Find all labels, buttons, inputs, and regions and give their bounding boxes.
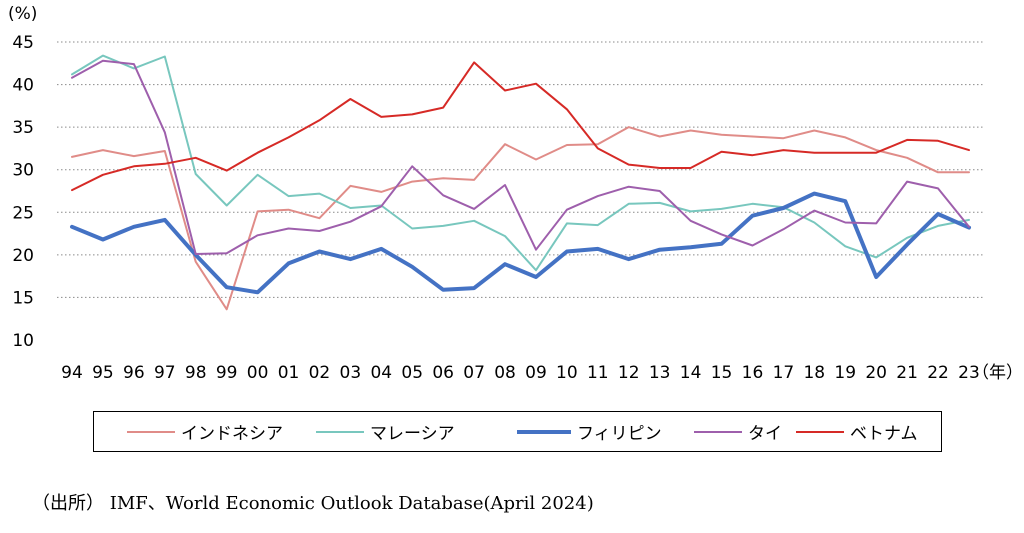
x-axis-ticks: 94 95 96 97 98 99 00 01 02 03 04 05 06 07 08 09 10 11 12 13… xyxy=(61,363,980,383)
series-line-philippines xyxy=(70,191,971,295)
legend-item-thailand: タイ xyxy=(694,412,782,451)
y-tick-label: 15 xyxy=(12,288,34,308)
y-tick-label: 25 xyxy=(12,203,34,223)
legend-swatch-thailand xyxy=(694,430,742,433)
source-note: （出所） IMF、World Economic Outlook Database… xyxy=(32,493,594,514)
legend-item-philippines: フィリピン xyxy=(517,412,662,451)
legend-label-vietnam: ベトナム xyxy=(850,424,918,444)
legend-label-thailand: タイ xyxy=(748,424,782,444)
x-tick-label: 19 xyxy=(834,363,856,383)
legend-item-malaysia: マレーシア xyxy=(316,412,455,451)
x-tick-label: 09 xyxy=(525,363,547,383)
x-tick-label: 10 xyxy=(556,363,578,383)
x-tick-label: 98 xyxy=(185,363,207,383)
legend-swatch-philippines xyxy=(517,429,571,434)
x-tick-label: 99 xyxy=(216,363,238,383)
x-tick-label: 13 xyxy=(649,363,671,383)
y-tick-label: 20 xyxy=(12,246,34,266)
legend-swatch-malaysia xyxy=(316,430,364,433)
x-tick-label: 21 xyxy=(896,363,918,383)
y-tick-label: 35 xyxy=(12,118,34,138)
series-lines xyxy=(70,54,971,311)
legend-swatch-indonesia xyxy=(127,430,175,433)
legend-item-vietnam: ベトナム xyxy=(796,412,918,451)
legend-swatch-vietnam xyxy=(796,430,844,433)
legend-label-philippines: フィリピン xyxy=(577,424,662,444)
x-tick-label: 23 xyxy=(958,363,980,383)
x-tick-label: 01 xyxy=(278,363,300,383)
x-axis-unit: （年） xyxy=(972,363,1023,383)
y-tick-label: 10 xyxy=(12,331,34,351)
series-line-indonesia xyxy=(71,126,970,311)
y-axis-ticks: 10 15 20 25 30 35 40 45 xyxy=(12,33,34,351)
legend-label-indonesia: インドネシア xyxy=(181,424,283,444)
x-tick-label: 96 xyxy=(123,363,145,383)
x-tick-label: 22 xyxy=(927,363,949,383)
x-tick-label: 08 xyxy=(494,363,516,383)
legend: インドネシア マレーシア フィリピン タイ ベトナム xyxy=(93,411,942,452)
line-chart: 10 15 20 25 30 35 40 45 94 95 96 97 98 99 00 01 02 03 04 0… xyxy=(8,4,1023,383)
y-tick-label: 40 xyxy=(12,76,34,96)
y-tick-label: 30 xyxy=(12,161,34,181)
x-tick-label: 05 xyxy=(401,363,423,383)
x-tick-label: 06 xyxy=(432,363,454,383)
x-tick-label: 03 xyxy=(340,363,362,383)
x-tick-label: 17 xyxy=(773,363,795,383)
x-tick-label: 95 xyxy=(92,363,114,383)
x-tick-label: 20 xyxy=(865,363,887,383)
x-tick-label: 16 xyxy=(742,363,764,383)
gridlines xyxy=(57,41,985,298)
x-tick-label: 04 xyxy=(370,363,392,383)
x-tick-label: 02 xyxy=(309,363,331,383)
x-tick-label: 11 xyxy=(587,363,609,383)
legend-label-malaysia: マレーシア xyxy=(370,424,455,444)
y-axis-unit: (%) xyxy=(8,4,37,24)
x-tick-label: 97 xyxy=(154,363,176,383)
x-tick-label: 14 xyxy=(680,363,702,383)
x-tick-label: 94 xyxy=(61,363,83,383)
x-tick-label: 00 xyxy=(247,363,269,383)
x-tick-label: 15 xyxy=(711,363,733,383)
y-tick-label: 45 xyxy=(12,33,34,53)
x-tick-label: 18 xyxy=(803,363,825,383)
series-line-malaysia xyxy=(71,54,970,272)
x-tick-label: 12 xyxy=(618,363,640,383)
legend-item-indonesia: インドネシア xyxy=(127,412,283,451)
x-tick-label: 07 xyxy=(463,363,485,383)
series-line-vietnam xyxy=(71,61,970,192)
series-line-thailand xyxy=(71,59,970,255)
